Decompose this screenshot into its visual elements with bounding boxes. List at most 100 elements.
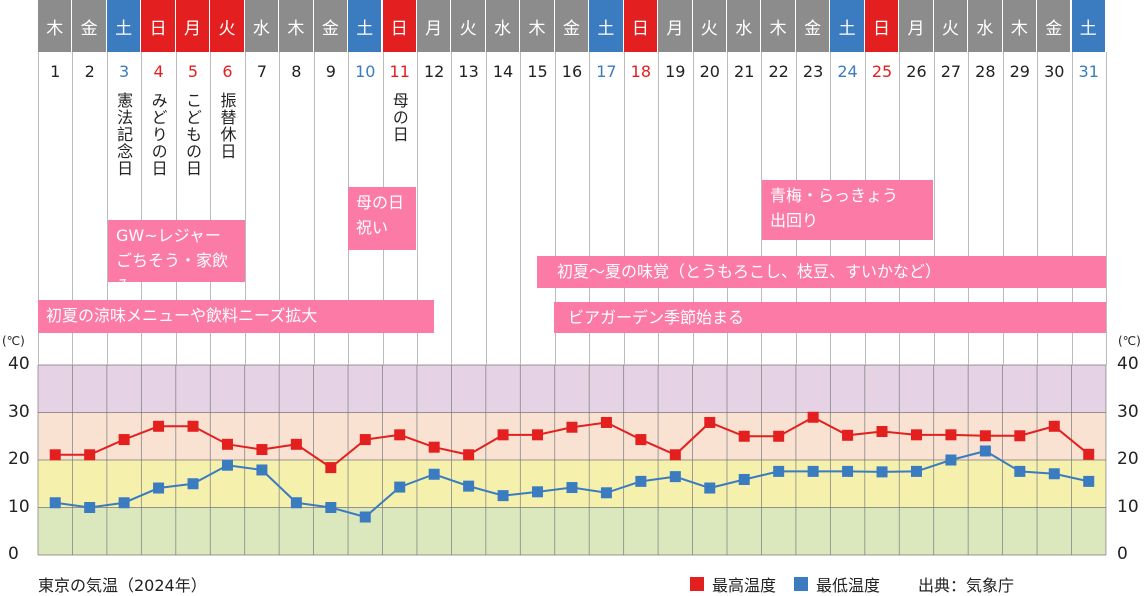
weekday-header: 火 — [210, 0, 245, 52]
min-temp-point — [118, 497, 130, 509]
date-label: 8 — [291, 62, 302, 81]
weekday-header: 月 — [175, 0, 211, 52]
date-label: 26 — [906, 62, 927, 81]
max-temp-point — [910, 429, 922, 441]
legend-min-swatch — [794, 577, 809, 591]
max-temp-point — [1048, 420, 1060, 432]
column-divider — [1105, 52, 1107, 365]
legend-max-swatch — [690, 577, 704, 591]
y-tick-right: 40 — [1117, 354, 1139, 374]
source-note: 出典：気象庁 — [918, 576, 1015, 595]
min-temp-point — [463, 480, 475, 492]
min-temp-point — [49, 497, 61, 509]
event-beer-garden: ビアガーデン季節始まる — [554, 302, 1106, 333]
holiday-label: 振替休日 — [217, 92, 237, 160]
event-mothers-day: 母の日 祝い — [348, 187, 416, 250]
event-text: 出回り — [770, 210, 819, 230]
column-divider — [72, 52, 74, 365]
column-divider — [1071, 52, 1073, 365]
column-divider — [210, 52, 212, 365]
column-divider — [175, 52, 177, 365]
max-temp-point — [842, 429, 854, 441]
y-tick-right: 10 — [1117, 496, 1139, 517]
min-temp-point — [428, 468, 440, 480]
max-temp-point — [49, 449, 61, 461]
date-label: 22 — [768, 62, 789, 81]
max-temp-point — [153, 420, 165, 432]
date-label: 16 — [561, 62, 583, 81]
column-divider — [38, 52, 39, 365]
date-label: 14 — [492, 62, 514, 81]
date-label: 3 — [119, 62, 130, 81]
event-summer-taste: 初夏〜夏の味覚（とうもろこし、枝豆、すいかなど） — [537, 256, 1106, 288]
min-temp-point — [325, 502, 337, 513]
min-temp-point — [876, 466, 888, 478]
min-temp-point — [1014, 465, 1026, 477]
column-divider — [1002, 52, 1004, 365]
max-temp-point — [669, 449, 681, 461]
date-label: 24 — [837, 62, 858, 81]
max-temp-point — [428, 441, 440, 453]
event-ume: 青梅・らっきょう 出回り — [762, 180, 933, 240]
max-temp-point — [118, 434, 130, 446]
min-temp-point — [566, 482, 578, 494]
min-temp-point — [497, 490, 509, 502]
weekday-header: 日 — [382, 0, 417, 52]
date-label: 9 — [325, 62, 336, 81]
weekday-header: 木 — [38, 0, 73, 52]
column-divider — [416, 52, 418, 365]
max-temp-point — [566, 421, 578, 433]
max-temp-point — [979, 430, 991, 442]
weekday-header: 金 — [795, 0, 831, 52]
min-temp-point — [1083, 475, 1095, 487]
chart-title: 東京の気温（2024年） — [38, 576, 207, 595]
date-label: 18 — [630, 62, 652, 81]
min-temp-point — [910, 465, 922, 477]
legend-min-label: 最低温度 — [816, 576, 881, 595]
column-divider — [933, 52, 935, 365]
column-divider — [658, 52, 660, 365]
weekday-header: 木 — [279, 0, 314, 52]
max-temp-point — [738, 430, 750, 442]
event-text: 母の日 — [356, 193, 405, 212]
weekday-header: 水 — [485, 0, 521, 52]
min-temp-point — [532, 486, 544, 498]
date-label: 5 — [187, 62, 199, 81]
max-temp-point — [1083, 448, 1095, 460]
date-label: 21 — [734, 62, 755, 81]
holiday-label: 母の日 — [389, 92, 409, 143]
temperature-band — [38, 412, 1106, 460]
weekday-header: 土 — [348, 0, 383, 52]
legend: 最高温度 最低温度 出典：気象庁 — [690, 572, 1014, 596]
y-unit-left: (℃) — [2, 334, 25, 348]
event-text: ビアガーデン季節始まる — [568, 308, 745, 327]
weekday-header: 土 — [1071, 0, 1106, 52]
min-temp-point — [1048, 468, 1060, 480]
max-temp-point — [221, 438, 233, 450]
weekday-header: 金 — [1037, 0, 1072, 52]
y-tick-left: 0 — [8, 544, 19, 564]
weekday-header: 火 — [692, 0, 727, 52]
weekday-header: 金 — [72, 0, 107, 52]
weekday-header: 金 — [313, 0, 349, 52]
weekday-header: 木 — [520, 0, 555, 52]
y-tick-left: 40 — [8, 354, 30, 374]
min-temp-point — [738, 473, 750, 485]
event-text: GW~レジャー — [116, 226, 221, 245]
weekday-header: 月 — [899, 0, 934, 52]
column-divider — [244, 52, 246, 365]
max-temp-point — [704, 416, 716, 428]
min-temp-point — [945, 454, 957, 466]
temperature-band — [38, 365, 1106, 413]
min-temp-point — [773, 465, 785, 477]
column-divider — [589, 52, 591, 365]
column-divider — [968, 52, 970, 365]
column-divider — [313, 52, 315, 365]
legend-max-label: 最高温度 — [712, 576, 777, 595]
date-label: 31 — [1078, 62, 1099, 81]
holiday-label: みどりの日 — [148, 92, 168, 177]
min-temp-point — [187, 478, 199, 490]
date-label: 10 — [355, 62, 376, 81]
temperature-band — [38, 507, 1106, 555]
